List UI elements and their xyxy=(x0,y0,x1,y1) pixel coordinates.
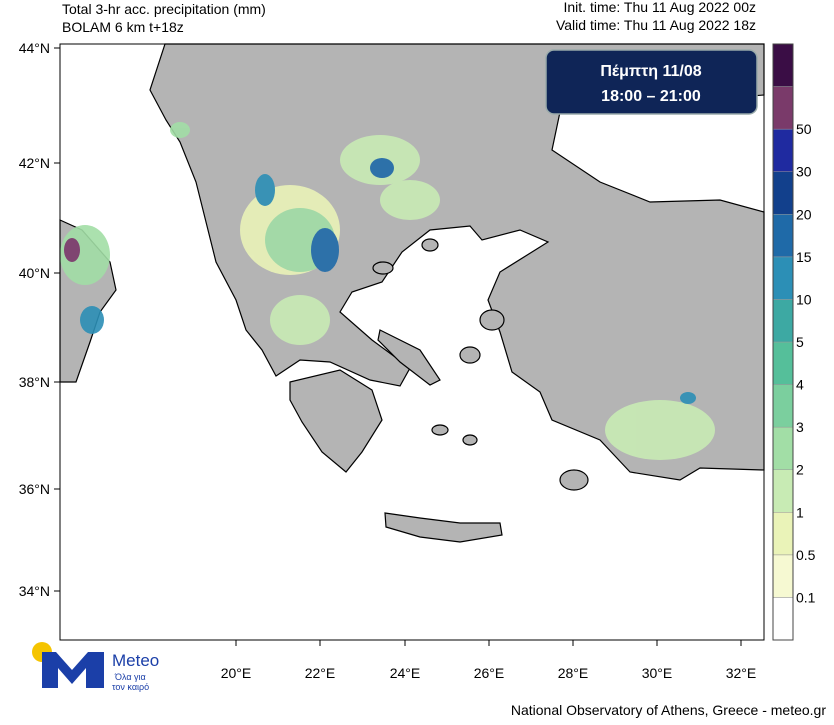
colorbar-label: 2 xyxy=(796,462,804,478)
precip-area xyxy=(270,295,330,345)
title: Total 3-hr acc. precipitation (mm) xyxy=(62,1,266,17)
lat-label: 42°N xyxy=(19,155,50,171)
map xyxy=(59,43,765,641)
colorbar-segment xyxy=(772,597,794,641)
colorbar-label: 1 xyxy=(796,504,804,520)
lat-label: 44°N xyxy=(19,40,50,56)
island xyxy=(479,309,505,331)
colorbar-segment xyxy=(772,384,794,428)
lon-label: 24°E xyxy=(390,665,421,681)
colorbar-label: 3 xyxy=(796,419,804,435)
colorbar-label: 5 xyxy=(796,334,804,350)
lat-label: 38°N xyxy=(19,374,50,390)
lon-label: 26°E xyxy=(474,665,505,681)
colorbar-label: 10 xyxy=(796,291,812,307)
island xyxy=(462,434,478,446)
lon-label: 22°E xyxy=(305,665,336,681)
lon-label: 30°E xyxy=(642,665,673,681)
precip-area xyxy=(380,180,440,220)
logo: Meteo Όλα για τον καιρό xyxy=(32,642,159,692)
subtitle: BOLAM 6 km t+18z xyxy=(62,19,184,35)
precip-area xyxy=(255,174,275,206)
colorbar-label: 15 xyxy=(796,249,812,265)
mainland xyxy=(149,43,765,481)
badge-day: Πέμπτη 11/08 xyxy=(600,63,701,80)
colorbar-segment xyxy=(772,299,794,343)
precipitation xyxy=(60,122,715,460)
colorbar-label: 30 xyxy=(796,164,812,180)
precip-area xyxy=(311,228,339,272)
precip-area xyxy=(370,158,394,178)
colorbar-frame xyxy=(772,43,794,641)
colorbar-label: 4 xyxy=(796,377,804,393)
island xyxy=(459,346,481,364)
logo-mark xyxy=(42,652,104,688)
lat-label: 34°N xyxy=(19,583,50,599)
precip-area xyxy=(80,306,104,334)
precip-area xyxy=(170,122,190,138)
valid-time: Valid time: Thu 11 Aug 2022 18z xyxy=(556,17,756,33)
map-frame xyxy=(59,43,765,641)
precip-area xyxy=(680,392,696,404)
colorbar-segment xyxy=(772,426,794,470)
colorbar-segment xyxy=(772,256,794,300)
colorbar-segment xyxy=(772,469,794,513)
logo-name: Meteo xyxy=(112,651,159,670)
colorbar-label: 50 xyxy=(796,121,812,137)
peloponnese xyxy=(289,369,383,473)
precip-area xyxy=(605,400,715,460)
island xyxy=(421,238,439,252)
colorbar-segment xyxy=(772,554,794,598)
colorbar-segment xyxy=(772,512,794,556)
footer: National Observatory of Athens, Greece -… xyxy=(511,702,826,718)
colorbar-label: 0.5 xyxy=(796,547,816,563)
badge-hours: 18:00 – 21:00 xyxy=(601,88,701,105)
lon-label: 20°E xyxy=(221,665,252,681)
colorbar-label: 0.1 xyxy=(796,589,816,605)
colorbar-segment xyxy=(772,43,794,87)
crete xyxy=(384,512,503,543)
precip-area xyxy=(64,238,80,262)
euboea xyxy=(377,329,441,386)
logo-tagline: Όλα για xyxy=(114,672,146,682)
island xyxy=(559,469,589,491)
colorbar-segment xyxy=(772,86,794,130)
lon-label: 28°E xyxy=(558,665,589,681)
colorbar-segment xyxy=(772,214,794,258)
island xyxy=(431,424,449,436)
badge: Πέμπτη 11/08 18:00 – 21:00 xyxy=(545,49,758,115)
init-time: Init. time: Thu 11 Aug 2022 00z xyxy=(564,0,757,15)
lat-label: 40°N xyxy=(19,265,50,281)
island xyxy=(372,261,394,275)
colorbar-segment xyxy=(772,128,794,172)
lat-label: 36°N xyxy=(19,481,50,497)
colorbar-segment xyxy=(772,341,794,385)
lon-label: 32°E xyxy=(726,665,757,681)
colorbar-label: 20 xyxy=(796,206,812,222)
badge-box xyxy=(545,49,758,115)
colorbar-segment xyxy=(772,171,794,215)
logo-tagline: τον καιρό xyxy=(112,682,149,692)
